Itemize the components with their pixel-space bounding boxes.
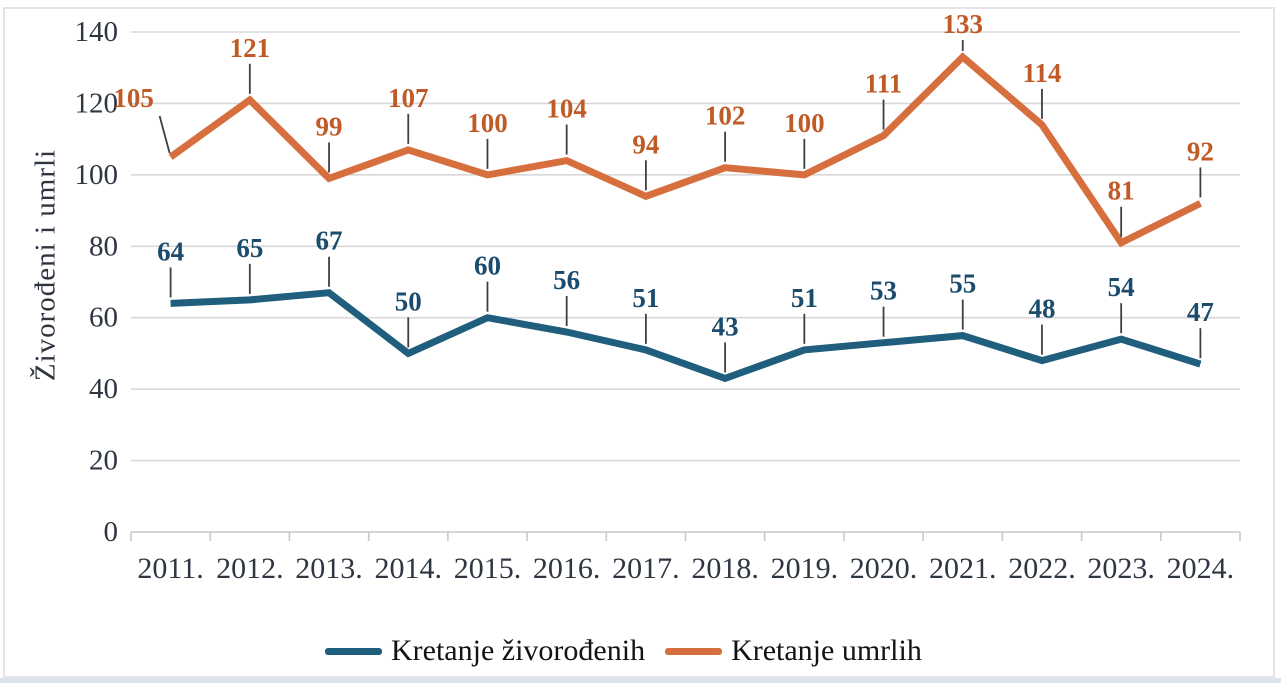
data-label: 67 [316, 226, 343, 256]
data-label: 102 [705, 101, 746, 131]
series-line-umrli [168, 52, 1202, 248]
data-label: 54 [1108, 272, 1135, 302]
y-tick-label: 140 [75, 16, 119, 48]
x-tick-label: 2015. [454, 552, 522, 585]
legend-line-sample-blue [325, 647, 382, 655]
data-label: 111 [865, 69, 903, 99]
data-label: 81 [1108, 176, 1135, 206]
y-tick-label: 80 [89, 230, 118, 262]
legend-item-umrli: Kretanje umrlih [665, 634, 922, 668]
data-label: 60 [474, 251, 501, 281]
bottom-divider [0, 678, 1281, 683]
data-label: 100 [784, 108, 825, 138]
x-tick-label: 2017. [612, 552, 680, 585]
data-label: 65 [236, 233, 263, 263]
data-label: 48 [1028, 294, 1055, 324]
y-tick-label: 100 [75, 159, 119, 191]
data-label: 55 [949, 269, 976, 299]
data-label: 64 [157, 236, 184, 266]
legend-item-zivorodjeni: Kretanje živorođenih [325, 634, 645, 668]
series-line-zivorodjeni [170, 289, 1202, 383]
x-tick-label: 2013. [295, 552, 363, 585]
data-label: 94 [632, 129, 659, 159]
x-tick-label: 2018. [691, 552, 759, 585]
y-tick-label: 20 [89, 445, 118, 477]
x-tick-label: 2021. [929, 552, 997, 585]
x-tick-label: 2011. [137, 552, 203, 585]
data-label: 50 [395, 286, 422, 316]
label-leader-line [158, 115, 171, 154]
x-tick-label: 2019. [771, 552, 839, 585]
legend-line-sample-orange [665, 647, 723, 655]
legend-label-umrli: Kretanje umrlih [731, 634, 922, 667]
y-tick-label: 120 [75, 87, 119, 119]
data-label: 92 [1187, 136, 1214, 166]
x-tick-label: 2020. [850, 552, 918, 585]
data-label: 47 [1187, 297, 1214, 327]
y-tick-label: 60 [89, 302, 118, 334]
data-label: 133 [943, 9, 984, 39]
x-tick-label: 2016. [533, 552, 601, 585]
data-label: 56 [553, 265, 580, 295]
x-tick-label: 2023. [1087, 552, 1155, 585]
y-tick-label: 40 [89, 373, 118, 405]
x-tick-label: 2022. [1008, 552, 1076, 585]
data-label: 53 [870, 276, 897, 306]
data-label: 107 [388, 83, 429, 113]
y-tick-label: 0 [104, 516, 119, 548]
data-label: 114 [1022, 58, 1061, 88]
legend-label-zivorodjeni: Kretanje živorođenih [391, 634, 646, 667]
data-label: 105 [113, 83, 154, 113]
data-label: 104 [546, 94, 587, 124]
data-label: 43 [712, 311, 739, 341]
x-tick-label: 2024. [1167, 552, 1235, 585]
data-label: 99 [316, 111, 343, 141]
data-label: 51 [632, 283, 659, 313]
legend: Kretanje živorođenih Kretanje umrlih [325, 634, 922, 668]
x-tick-label: 2012. [216, 552, 284, 585]
y-axis-title: Živorođeni i umrli [29, 148, 62, 382]
data-label: 100 [467, 108, 508, 138]
data-label: 51 [791, 283, 818, 313]
data-label: 121 [230, 33, 271, 63]
x-tick-label: 2014. [375, 552, 443, 585]
